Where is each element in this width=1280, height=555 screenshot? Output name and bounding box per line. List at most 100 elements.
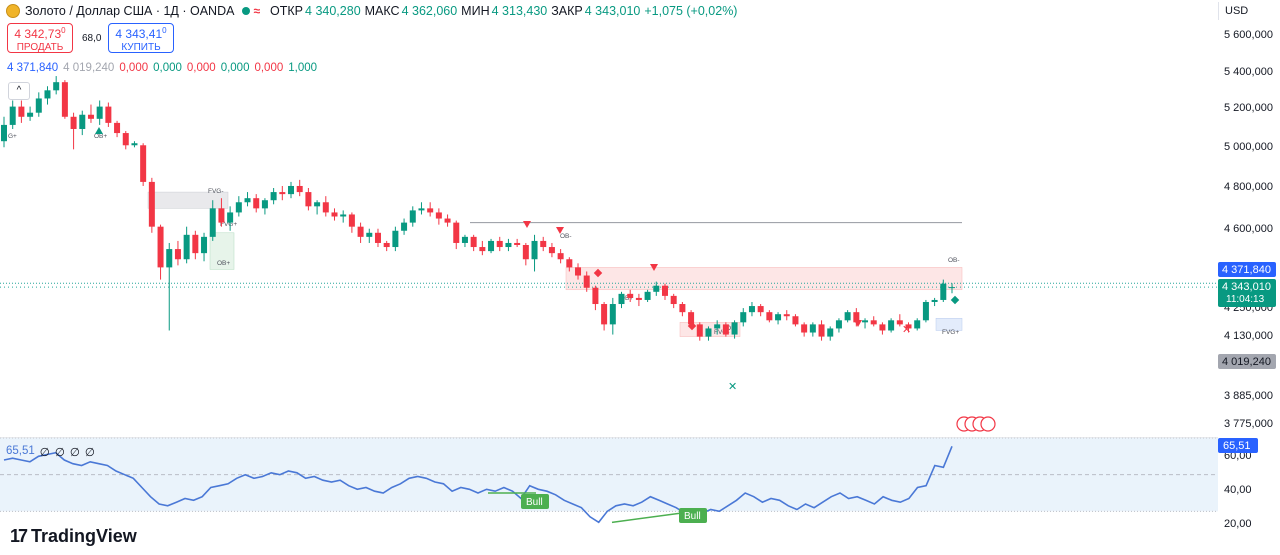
candle-body xyxy=(931,299,938,302)
candle-body xyxy=(435,212,442,219)
price-axis-label: 4 600,000 xyxy=(1224,223,1273,235)
buy-button[interactable]: 4 343,410 КУПИТЬ xyxy=(108,23,174,53)
candle-body xyxy=(131,143,138,146)
zone-label: OB- xyxy=(948,257,960,264)
sell-label: ПРОДАТЬ xyxy=(16,42,64,53)
indicator-value: 1,000 xyxy=(288,62,318,74)
candle-body xyxy=(174,249,181,260)
bull-label-bg xyxy=(521,494,549,509)
zone-label: OB- xyxy=(560,233,572,240)
candle-body xyxy=(540,240,547,248)
candle-body xyxy=(809,324,816,333)
zone-label: FVG- xyxy=(208,188,224,195)
close-label: ЗАКР xyxy=(551,4,583,18)
candle-body xyxy=(714,324,721,329)
candle-body xyxy=(853,312,860,323)
low-label: МИН xyxy=(461,4,490,18)
candle-body xyxy=(314,202,321,207)
indicator-value: 0,000 xyxy=(119,62,149,74)
countdown-text: 11:04:13 xyxy=(1226,294,1265,305)
candle-body xyxy=(870,320,877,325)
candle-body xyxy=(705,328,712,337)
candle-body xyxy=(44,90,51,99)
candle-body xyxy=(583,275,590,288)
candle-body xyxy=(488,240,495,252)
high-value: 4 362,060 xyxy=(401,4,458,18)
candle-body xyxy=(27,112,34,117)
sell-price: 4 342,73 xyxy=(14,27,62,41)
price-axis: 5 600,000 5 400,000 5 200,000 5 000,000 4 80… xyxy=(1218,29,1276,430)
candle-body xyxy=(757,306,764,313)
zone-label: OB+ xyxy=(94,133,107,140)
tradingview-logo[interactable]: 17 TradingView xyxy=(10,526,137,547)
candle-body xyxy=(427,208,434,213)
candle-body xyxy=(949,287,955,289)
candle-body xyxy=(740,312,747,323)
candle-body xyxy=(627,293,634,298)
bull-label: Bull xyxy=(526,497,543,508)
price-axis-label: 5 400,000 xyxy=(1224,66,1273,78)
sell-price-small: 0 xyxy=(61,26,66,35)
close-value: 4 343,010 xyxy=(584,4,641,18)
market-status-icon xyxy=(242,7,251,15)
candle-body xyxy=(322,202,329,213)
candle-body xyxy=(383,242,390,248)
candle-body xyxy=(305,192,312,207)
candle-body xyxy=(862,320,869,323)
candle-body xyxy=(922,301,929,321)
price-axis-label: 4 130,000 xyxy=(1224,330,1273,342)
candle-body xyxy=(227,212,234,223)
collapse-indicators-button[interactable]: ^ xyxy=(8,82,30,100)
rsi-line xyxy=(3,445,953,524)
symbol-title[interactable]: Золото / Доллар США · 1Д · OANDA xyxy=(25,4,235,18)
open-label: ОТКР xyxy=(270,4,304,18)
candle-body xyxy=(592,287,599,305)
currency-selector[interactable]: USD xyxy=(1218,2,1276,20)
candle-body xyxy=(270,192,277,201)
rsi-value: 65,51 xyxy=(6,445,35,457)
candle-body xyxy=(914,320,921,329)
tradingview-logo-icon: 17 xyxy=(10,526,28,546)
indicator-value: 4 019,240 xyxy=(63,62,115,74)
bear-signal-marker xyxy=(854,320,862,327)
candle-body xyxy=(114,122,121,134)
current-price-tag xyxy=(1218,279,1276,307)
rsi-na: ∅ xyxy=(54,447,65,459)
indicator-value: 4 371,840 xyxy=(7,62,59,74)
symbol-header: Золото / Доллар США · 1Д · OANDA ≈ ОТКР … xyxy=(6,2,737,20)
candle-body xyxy=(1,124,7,142)
ob-bull-zone xyxy=(209,232,235,270)
candle-body xyxy=(531,240,538,260)
indicator-value: 0,000 xyxy=(153,62,182,74)
candle-body xyxy=(140,145,147,182)
fvg-bull-zone xyxy=(935,318,963,331)
candle-body xyxy=(661,285,668,296)
candle-body xyxy=(566,259,573,268)
candle-body xyxy=(9,106,16,125)
high-price-tag xyxy=(1218,262,1276,277)
chevron-up-icon: ^ xyxy=(16,85,22,96)
sell-button[interactable]: 4 342,730 ПРОДАТЬ xyxy=(7,23,73,53)
candle-body xyxy=(148,181,155,227)
open-value: 4 340,280 xyxy=(305,4,361,18)
zone-label: OB+ xyxy=(217,260,230,267)
rsi-axis-label: 20,00 xyxy=(1224,518,1252,530)
candle-body xyxy=(244,198,251,203)
candle-body xyxy=(331,212,338,217)
candle-body xyxy=(575,267,582,276)
price-axis-label: 3 885,000 xyxy=(1224,390,1273,402)
bull-label-bg xyxy=(679,508,707,523)
gold-coin-icon xyxy=(6,4,20,18)
high-label: МАКС xyxy=(364,4,400,18)
candle-body xyxy=(479,247,486,252)
candle-body xyxy=(896,320,903,325)
candle-body xyxy=(201,236,208,254)
candle-body xyxy=(775,314,782,321)
zone-label: FVG+ xyxy=(942,329,959,336)
diamond-marker xyxy=(687,321,697,331)
candle-body xyxy=(183,234,190,260)
candle-body xyxy=(444,218,451,223)
rsi-na: ∅ xyxy=(39,447,50,459)
